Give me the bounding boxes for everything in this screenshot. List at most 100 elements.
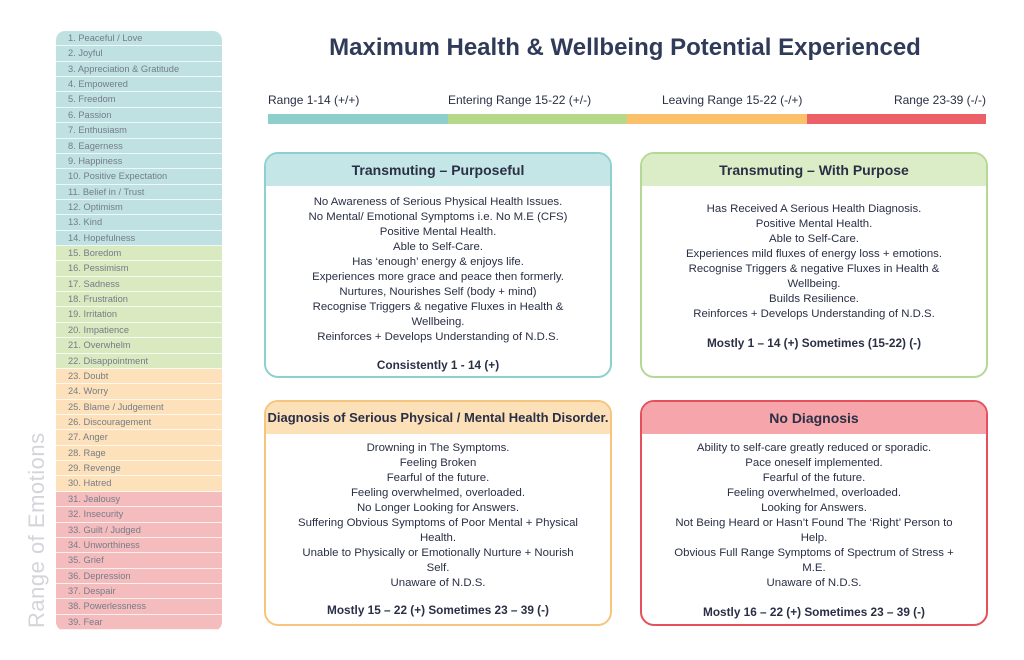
box-body: Has Received A Serious Health Diagnosis.…	[642, 186, 986, 322]
box-line: Nurtures, Nourishes Self (body + mind)	[339, 286, 537, 298]
emotion-item: 28. Rage	[56, 445, 222, 462]
box-line: Help.	[800, 532, 828, 544]
emotion-item: 30. Hatred	[56, 476, 222, 492]
emotion-item: 21. Overwhelm	[56, 338, 222, 354]
box-line: Able to Self-Care.	[769, 233, 859, 245]
emotion-list: 1. Peaceful / Love 2. Joyful 3. Appreciati…	[56, 31, 222, 631]
box-body: Ability to self-care greatly reduced or …	[642, 434, 986, 591]
emotion-item: 1. Peaceful / Love	[56, 31, 222, 47]
box-diagnosis-disorder: Diagnosis of Serious Physical / Mental H…	[264, 400, 612, 626]
box-body: Drowning in The Symptoms. Feeling Broken F…	[266, 434, 610, 591]
box-transmuting-purposeful: Transmuting – Purposeful No Awareness of…	[264, 152, 612, 378]
box-line: Unaware of N.D.S.	[766, 577, 862, 589]
emotion-item: 16. Pessimism	[56, 261, 222, 277]
emotion-item: 31. Jealousy	[56, 491, 222, 508]
emotion-item: 39. Fear	[56, 614, 222, 631]
emotion-item: 23. Doubt	[56, 368, 222, 385]
box-summary: Mostly 16 – 22 (+) Sometimes 23 – 39 (-)	[703, 605, 925, 619]
emotion-item: 37. Despair	[56, 583, 222, 600]
emotion-item: 38. Powerlessness	[56, 599, 222, 615]
range-segment-3	[627, 114, 807, 124]
emotion-item: 15. Boredom	[56, 246, 222, 262]
emotion-item: 25. Blame / Judgement	[56, 399, 222, 415]
box-line: Has ‘enough’ energy & enjoys life.	[352, 256, 524, 268]
emotion-item: 26. Discouragement	[56, 414, 222, 431]
box-line: Has Received A Serious Health Diagnosis.	[706, 203, 922, 215]
emotion-item: 22. Disappointment	[56, 353, 222, 369]
range-segment-4	[806, 114, 986, 124]
box-line: Reinforces + Develops Understanding of N…	[317, 331, 559, 343]
emotion-item: 36. Depression	[56, 568, 222, 584]
box-line: Wellbeing.	[411, 316, 465, 328]
range-label-3: Leaving Range 15-22 (-/+)	[662, 93, 803, 107]
range-label-2: Entering Range 15-22 (+/-)	[448, 93, 592, 107]
emotion-item: 8. Eagerness	[56, 138, 222, 154]
range-labels: Range 1-14 (+/+) Entering Range 15-22 (+…	[268, 93, 986, 109]
box-summary: Mostly 1 – 14 (+) Sometimes (15-22) (-)	[706, 336, 922, 350]
box-line: Fearful of the future.	[762, 472, 866, 484]
emotion-item: 18. Frustration	[56, 292, 222, 308]
emotion-item: 29. Revenge	[56, 461, 222, 477]
box-line: Obvious Full Range Symptoms of Spectrum …	[674, 547, 954, 559]
box-line: Health.	[419, 532, 457, 544]
box-line: Fearful of the future.	[386, 472, 490, 484]
box-line: Unaware of N.D.S.	[390, 577, 486, 589]
box-line: M.E.	[802, 562, 826, 574]
box-transmuting-with-purpose: Transmuting – With Purpose Has Received …	[640, 152, 988, 378]
box-line: Experiences more grace and peace then fo…	[312, 271, 564, 283]
emotion-item: 10. Positive Expectation	[56, 169, 222, 185]
range-label-4: Range 23-39 (-/-)	[893, 93, 986, 107]
emotion-item: 4. Empowered	[56, 77, 222, 93]
box-line: Experiences mild fluxes of energy loss +…	[685, 248, 943, 260]
box-line: Looking for Answers.	[761, 502, 867, 514]
box-line: Feeling Broken	[399, 457, 477, 469]
box-line: Suffering Obvious Symptoms of Poor Menta…	[298, 517, 578, 529]
emotion-item: 35. Grief	[56, 553, 222, 569]
emotion-item: 20. Impatience	[56, 322, 222, 339]
emotion-item: 33. Guilt / Judged	[56, 522, 222, 538]
emotion-item: 19. Irritation	[56, 307, 222, 323]
range-segment-1	[268, 114, 448, 124]
range-label-1: Range 1-14 (+/+)	[268, 93, 360, 107]
emotion-item: 32. Insecurity	[56, 507, 222, 523]
box-summary: Mostly 15 – 22 (+) Sometimes 23 – 39 (-)	[327, 603, 549, 617]
box-line: No Awareness of Serious Physical Health …	[313, 196, 563, 208]
box-line: Unable to Physically or Emotionally Nurt…	[302, 547, 574, 559]
box-line: No Longer Looking for Answers.	[356, 502, 520, 514]
box-line: Wellbeing.	[787, 278, 841, 290]
emotion-item: 13. Kind	[56, 215, 222, 231]
box-line: Able to Self-Care.	[393, 241, 483, 253]
emotion-item: 7. Enthusiasm	[56, 123, 222, 139]
emotion-item: 17. Sadness	[56, 276, 222, 293]
page-title: Maximum Health & Wellbeing Potential Exp…	[329, 34, 921, 61]
box-line: Recognise Triggers & negative Fluxes in …	[688, 263, 940, 275]
emotion-item: 12. Optimism	[56, 199, 222, 216]
box-title: No Diagnosis	[642, 402, 986, 434]
box-line: Builds Resilience.	[769, 293, 859, 305]
emotion-item: 14. Hopefulness	[56, 230, 222, 247]
box-summary: Consistently 1 - 14 (+)	[376, 358, 500, 372]
box-line: Positive Mental Health.	[379, 226, 497, 238]
emotion-item: 11. Belief in / Trust	[56, 184, 222, 200]
emotion-item: 24. Worry	[56, 384, 222, 400]
emotion-item: 27. Anger	[56, 430, 222, 446]
box-title: Transmuting – With Purpose	[642, 154, 986, 186]
box-line: Ability to self-care greatly reduced or …	[696, 442, 932, 454]
box-line: Reinforces + Develops Understanding of N…	[693, 308, 935, 320]
range-color-bar	[268, 114, 986, 124]
box-line: Pace oneself implemented.	[745, 457, 883, 469]
box-line: Feeling overwhelmed, overloaded.	[726, 487, 902, 499]
range-segment-2	[447, 114, 627, 124]
range-of-emotions-label: Range of Emotions	[24, 432, 49, 628]
box-line: Drowning in The Symptoms.	[366, 442, 510, 454]
emotion-item: 3. Appreciation & Gratitude	[56, 61, 222, 78]
emotion-item: 6. Passion	[56, 107, 222, 124]
box-line: Recognise Triggers & negative Fluxes in …	[312, 301, 564, 313]
box-line: Not Being Heard or Hasn’t Found The ‘Rig…	[675, 517, 953, 529]
box-line: Self.	[426, 562, 450, 574]
box-line: No Mental/ Emotional Symptoms i.e. No M.…	[308, 211, 568, 223]
box-line: Feeling overwhelmed, overloaded.	[350, 487, 526, 499]
box-title: Diagnosis of Serious Physical / Mental H…	[266, 402, 610, 434]
box-line: Positive Mental Health.	[755, 218, 873, 230]
box-title: Transmuting – Purposeful	[266, 154, 610, 186]
